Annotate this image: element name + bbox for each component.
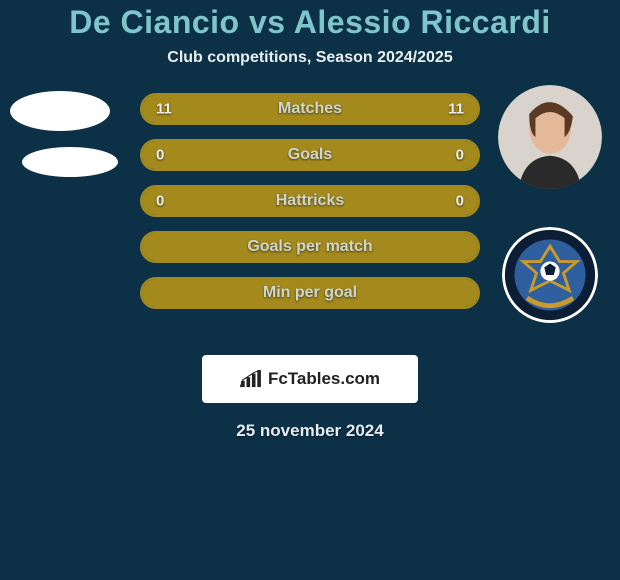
chart-bars-icon [240, 370, 262, 388]
stat-label: Goals [288, 146, 332, 164]
stat-label: Goals per match [247, 238, 372, 256]
player-2-club-badge [502, 227, 598, 323]
stat-label: Hattricks [276, 192, 344, 210]
stat-row: Goals per match [140, 231, 480, 263]
comparison-panel: 11 11 Matches 0 0 Goals 0 0 Hattricks Goals per m… [0, 97, 620, 337]
watermark: FcTables.com [202, 355, 418, 403]
stat-row: 11 11 Matches [140, 93, 480, 125]
stat-row: 0 0 Goals [140, 139, 480, 171]
stat-row: 0 0 Hattricks [140, 185, 480, 217]
stat-value-left: 0 [156, 193, 164, 210]
stat-value-left: 0 [156, 147, 164, 164]
stat-value-right: 0 [456, 147, 464, 164]
player-2-photo [498, 85, 602, 189]
infographic-root: De Ciancio vs Alessio Riccardi Club comp… [0, 0, 620, 580]
stat-value-right: 11 [448, 101, 464, 118]
subtitle: Club competitions, Season 2024/2025 [0, 49, 620, 67]
watermark-text: FcTables.com [268, 369, 380, 389]
stat-label: Matches [278, 100, 342, 118]
stat-value-left: 11 [156, 101, 172, 118]
stat-rows: 11 11 Matches 0 0 Goals 0 0 Hattricks Goals per m… [140, 93, 480, 309]
footer-date: 25 november 2024 [0, 421, 620, 441]
player-1-club-placeholder [22, 147, 118, 177]
player-1-photo-placeholder [10, 91, 110, 131]
stat-value-right: 0 [456, 193, 464, 210]
stat-label: Min per goal [263, 284, 357, 302]
page-title: De Ciancio vs Alessio Riccardi [0, 4, 620, 41]
face-icon [498, 85, 602, 189]
club-badge-icon [502, 227, 598, 323]
stat-row: Min per goal [140, 277, 480, 309]
